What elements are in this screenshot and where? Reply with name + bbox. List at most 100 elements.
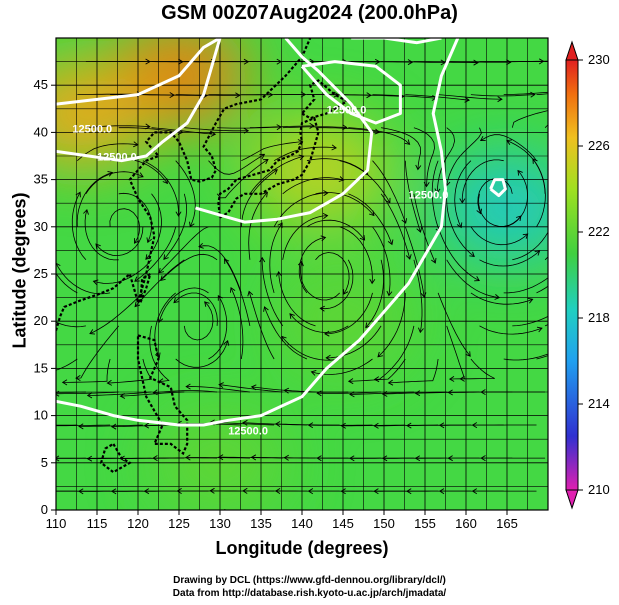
streamline-arrow xyxy=(365,322,371,329)
streamline xyxy=(503,170,529,228)
x-tick-label: 125 xyxy=(168,516,190,531)
streamline-arrow xyxy=(250,384,257,391)
field-region xyxy=(56,58,151,169)
streamline xyxy=(175,160,196,227)
streamline xyxy=(300,261,340,301)
streamline-arrow xyxy=(405,254,412,260)
streamline xyxy=(470,94,535,97)
streamline-arrow xyxy=(506,59,512,66)
streamline-arrow xyxy=(217,454,224,461)
streamline-arrow xyxy=(431,257,437,264)
y-tick-label: 35 xyxy=(34,172,48,187)
streamline-arrow xyxy=(259,256,266,263)
streamline xyxy=(248,291,275,360)
streamline-arrow xyxy=(217,294,223,301)
streamline xyxy=(339,160,391,204)
streamline-arrow xyxy=(456,222,463,229)
y-tick-label: 45 xyxy=(34,77,48,92)
streamline xyxy=(306,219,365,241)
streamline xyxy=(315,192,375,216)
streamline xyxy=(372,160,407,224)
streamline-arrow xyxy=(349,455,355,462)
streamline-arrow xyxy=(134,276,140,282)
streamline xyxy=(158,287,209,323)
plot-title: GSM 00Z07Aug2024 (200.0hPa) xyxy=(161,2,458,24)
streamline-arrow xyxy=(373,422,379,429)
streamline-arrow xyxy=(423,181,430,188)
streamline-arrow xyxy=(78,423,84,430)
streamline xyxy=(184,127,249,132)
streamline-arrow xyxy=(152,389,158,396)
streamline-arrow xyxy=(381,391,388,397)
streamline-arrow xyxy=(158,267,165,274)
streamline-arrow xyxy=(259,153,266,160)
streamline-arrow xyxy=(242,487,248,494)
y-tick-label: 5 xyxy=(41,455,48,470)
streamline xyxy=(261,257,284,327)
streamline-arrow xyxy=(95,243,101,250)
streamline-arrow xyxy=(274,421,281,427)
streamline xyxy=(284,389,349,393)
streamline xyxy=(431,160,441,233)
y-tick-label: 10 xyxy=(34,408,48,423)
x-tick-label: 115 xyxy=(87,516,108,531)
streamline xyxy=(348,193,393,245)
streamline-arrow xyxy=(46,423,50,428)
colorbar: 230 226 222 218 214 210 xyxy=(565,40,610,510)
field-region xyxy=(248,115,389,226)
y-tick-label: 20 xyxy=(34,313,48,328)
streamline xyxy=(503,353,548,361)
streamline-arrow xyxy=(420,292,427,298)
streamline xyxy=(470,292,533,305)
streamline xyxy=(56,272,78,294)
streamline xyxy=(56,391,86,393)
streamline xyxy=(320,259,354,310)
streamline xyxy=(273,146,337,162)
streamline-arrow xyxy=(552,211,557,216)
coastline xyxy=(136,334,189,456)
streamline xyxy=(89,292,144,334)
streamline xyxy=(120,391,185,397)
streamline-arrow xyxy=(176,488,182,494)
streamline-arrow xyxy=(578,244,583,249)
y-tick-label: 30 xyxy=(34,219,48,234)
streamline xyxy=(85,125,150,129)
contour-label: 12500.0 xyxy=(97,152,137,164)
streamline xyxy=(240,169,278,227)
streamline-arrow xyxy=(556,265,561,270)
streamline xyxy=(477,178,513,214)
streamline xyxy=(512,231,548,261)
streamline-arrow xyxy=(434,188,441,194)
streamline-arrow xyxy=(22,390,26,395)
streamline xyxy=(503,277,548,294)
streamline-arrow xyxy=(517,169,523,176)
streamline xyxy=(134,226,177,282)
streamline xyxy=(151,127,216,135)
streamline-arrow xyxy=(561,346,566,351)
coastline xyxy=(99,442,133,474)
streamline-arrow xyxy=(386,290,393,297)
streamline xyxy=(372,94,437,99)
x-tick-label: 150 xyxy=(373,516,395,531)
credit-line-2: Data from http://database.rish.kyoto-u.a… xyxy=(172,588,447,599)
streamline-arrow xyxy=(471,488,478,495)
streamline xyxy=(317,391,382,394)
streamline-arrow xyxy=(283,454,289,461)
x-tick-label: 155 xyxy=(414,516,436,531)
streamline-arrow xyxy=(235,92,241,99)
streamline-arrow xyxy=(262,159,269,165)
streamline-arrow xyxy=(133,141,139,148)
y-tick-label: 0 xyxy=(41,502,48,517)
streamline xyxy=(438,94,502,100)
streamline-arrow xyxy=(119,455,125,462)
streamline-arrow xyxy=(338,176,345,182)
streamline-arrow xyxy=(448,376,455,382)
streamline-arrow xyxy=(56,390,60,397)
streamline-arrow xyxy=(316,455,322,462)
streamline-arrow xyxy=(414,455,421,462)
streamline-arrow xyxy=(198,242,204,249)
streamline xyxy=(145,193,162,260)
contour-line xyxy=(489,178,507,198)
streamline-arrow xyxy=(185,383,191,390)
